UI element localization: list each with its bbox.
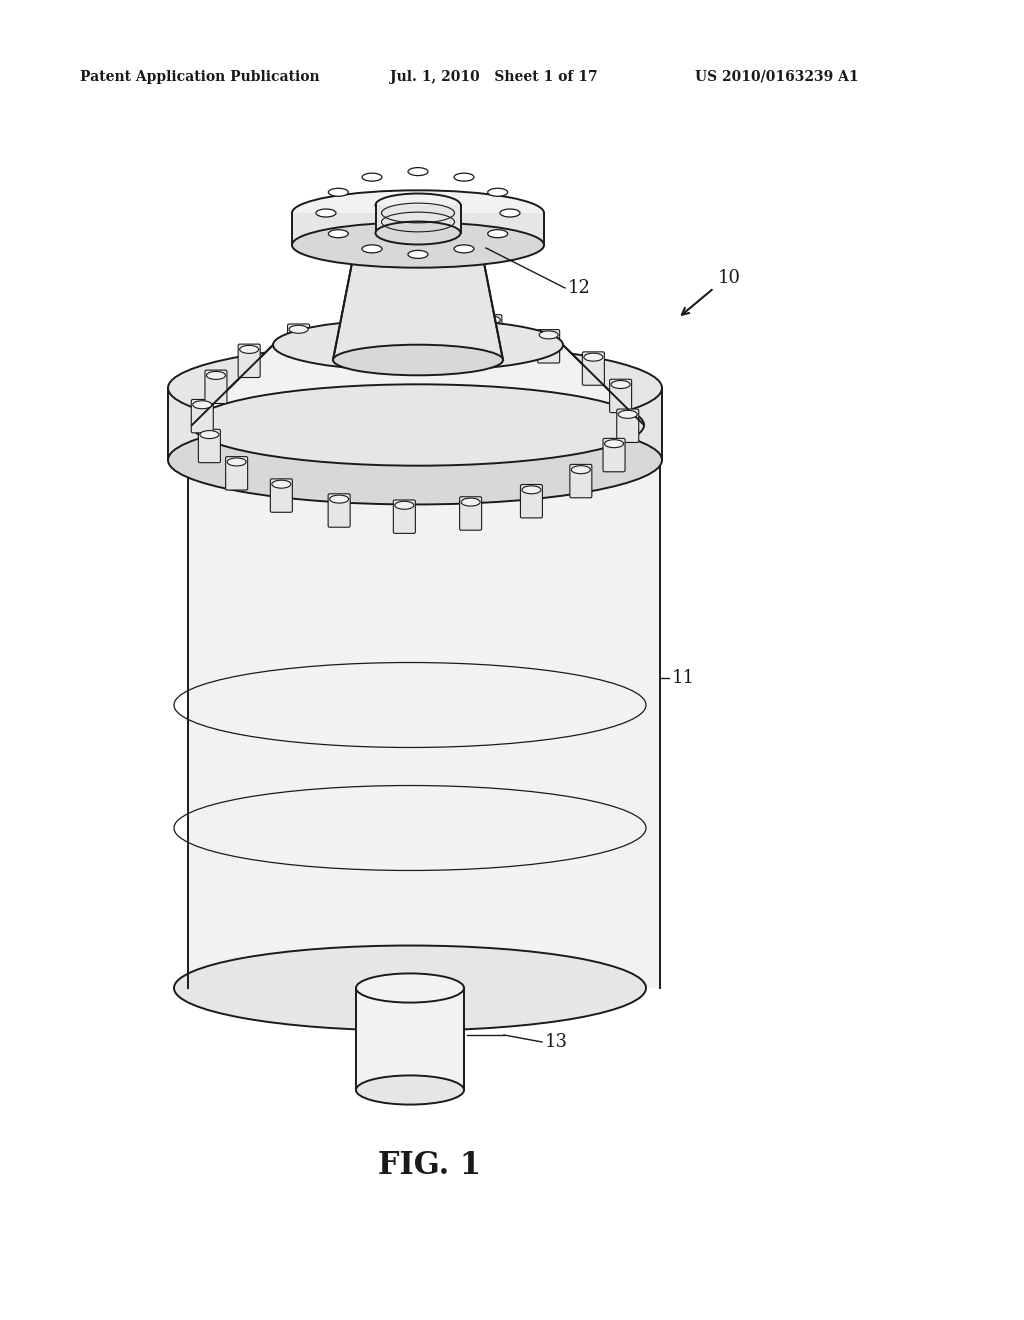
Polygon shape xyxy=(292,213,544,246)
Ellipse shape xyxy=(356,1076,464,1105)
Ellipse shape xyxy=(330,495,348,503)
FancyBboxPatch shape xyxy=(583,352,604,385)
Ellipse shape xyxy=(329,230,348,238)
Ellipse shape xyxy=(333,345,503,375)
FancyBboxPatch shape xyxy=(225,457,248,490)
Ellipse shape xyxy=(174,945,646,1031)
FancyBboxPatch shape xyxy=(205,370,227,404)
Ellipse shape xyxy=(408,168,428,176)
FancyBboxPatch shape xyxy=(603,438,625,471)
Ellipse shape xyxy=(540,331,558,339)
Ellipse shape xyxy=(362,244,382,253)
Ellipse shape xyxy=(350,313,369,321)
Polygon shape xyxy=(188,459,660,987)
Text: 13: 13 xyxy=(545,1034,568,1051)
FancyBboxPatch shape xyxy=(348,312,371,345)
Ellipse shape xyxy=(316,209,336,216)
FancyBboxPatch shape xyxy=(328,494,350,527)
Ellipse shape xyxy=(395,502,414,510)
Ellipse shape xyxy=(207,371,225,379)
Ellipse shape xyxy=(355,234,480,256)
FancyBboxPatch shape xyxy=(569,465,592,498)
Ellipse shape xyxy=(376,222,461,244)
Ellipse shape xyxy=(271,480,291,488)
FancyBboxPatch shape xyxy=(191,400,213,433)
FancyBboxPatch shape xyxy=(460,496,481,531)
Ellipse shape xyxy=(356,973,464,1003)
Ellipse shape xyxy=(168,343,662,433)
Ellipse shape xyxy=(227,458,246,466)
Ellipse shape xyxy=(193,384,644,466)
FancyBboxPatch shape xyxy=(239,345,260,378)
Text: US 2010/0163239 A1: US 2010/0163239 A1 xyxy=(695,70,859,84)
FancyBboxPatch shape xyxy=(270,479,292,512)
FancyBboxPatch shape xyxy=(393,500,416,533)
Ellipse shape xyxy=(522,486,541,494)
Text: Jul. 1, 2010   Sheet 1 of 17: Jul. 1, 2010 Sheet 1 of 17 xyxy=(390,70,598,84)
FancyBboxPatch shape xyxy=(480,314,502,348)
Ellipse shape xyxy=(329,189,348,197)
Ellipse shape xyxy=(571,466,591,474)
Ellipse shape xyxy=(376,194,461,216)
FancyBboxPatch shape xyxy=(288,323,309,358)
Ellipse shape xyxy=(454,173,474,181)
Ellipse shape xyxy=(193,401,212,409)
Ellipse shape xyxy=(618,411,637,418)
Polygon shape xyxy=(356,987,464,1090)
Ellipse shape xyxy=(611,380,630,388)
Ellipse shape xyxy=(487,230,508,238)
FancyBboxPatch shape xyxy=(616,409,639,442)
Text: 10: 10 xyxy=(718,269,741,286)
FancyBboxPatch shape xyxy=(520,484,543,517)
FancyBboxPatch shape xyxy=(609,379,632,413)
Ellipse shape xyxy=(200,430,219,438)
FancyBboxPatch shape xyxy=(538,330,560,363)
Text: 11: 11 xyxy=(672,669,695,686)
Ellipse shape xyxy=(408,251,428,259)
Ellipse shape xyxy=(604,440,624,447)
Ellipse shape xyxy=(292,190,544,236)
Ellipse shape xyxy=(292,222,544,268)
Ellipse shape xyxy=(481,315,501,323)
Text: 12: 12 xyxy=(568,279,591,297)
Ellipse shape xyxy=(487,189,508,197)
Ellipse shape xyxy=(168,416,662,504)
Ellipse shape xyxy=(461,498,480,506)
Ellipse shape xyxy=(584,354,603,362)
Ellipse shape xyxy=(240,346,259,354)
Ellipse shape xyxy=(416,310,435,318)
Ellipse shape xyxy=(362,173,382,181)
FancyBboxPatch shape xyxy=(199,429,220,463)
Ellipse shape xyxy=(273,319,563,371)
Ellipse shape xyxy=(289,325,308,333)
Ellipse shape xyxy=(500,209,520,216)
Polygon shape xyxy=(333,246,503,360)
Polygon shape xyxy=(193,345,644,425)
Text: FIG. 1: FIG. 1 xyxy=(379,1150,481,1181)
Text: Patent Application Publication: Patent Application Publication xyxy=(80,70,319,84)
Polygon shape xyxy=(168,388,662,459)
Ellipse shape xyxy=(454,244,474,253)
Polygon shape xyxy=(376,205,461,234)
Ellipse shape xyxy=(174,417,646,503)
FancyBboxPatch shape xyxy=(415,309,436,342)
